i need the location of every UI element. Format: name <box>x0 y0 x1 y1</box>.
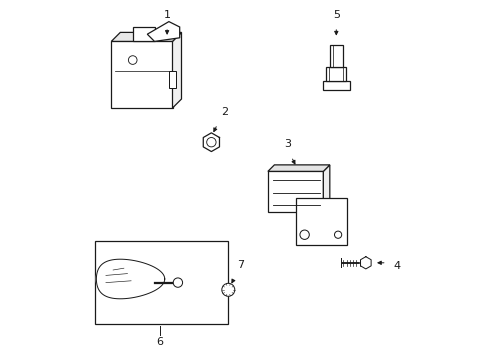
Circle shape <box>334 231 341 238</box>
Circle shape <box>222 283 234 296</box>
Circle shape <box>299 230 309 239</box>
Text: 2: 2 <box>221 107 228 117</box>
Bar <box>111 41 172 108</box>
Bar <box>168 71 176 88</box>
Polygon shape <box>203 133 219 152</box>
Text: 4: 4 <box>393 261 400 271</box>
Bar <box>325 67 346 81</box>
Polygon shape <box>323 165 329 212</box>
Bar <box>95 241 228 324</box>
Polygon shape <box>267 165 329 171</box>
Bar <box>267 171 323 212</box>
Text: 6: 6 <box>156 337 163 347</box>
Bar <box>322 81 349 90</box>
Polygon shape <box>147 22 179 41</box>
Bar <box>295 198 346 245</box>
Text: 7: 7 <box>237 260 244 270</box>
Text: 1: 1 <box>163 10 170 20</box>
Polygon shape <box>133 27 154 41</box>
Circle shape <box>128 56 137 64</box>
Circle shape <box>206 138 216 147</box>
Polygon shape <box>111 32 181 41</box>
Text: 3: 3 <box>284 139 291 149</box>
Text: 5: 5 <box>332 10 339 20</box>
Bar <box>329 45 342 67</box>
Polygon shape <box>172 32 181 108</box>
Circle shape <box>173 278 182 287</box>
Polygon shape <box>360 257 370 269</box>
Polygon shape <box>96 259 164 299</box>
